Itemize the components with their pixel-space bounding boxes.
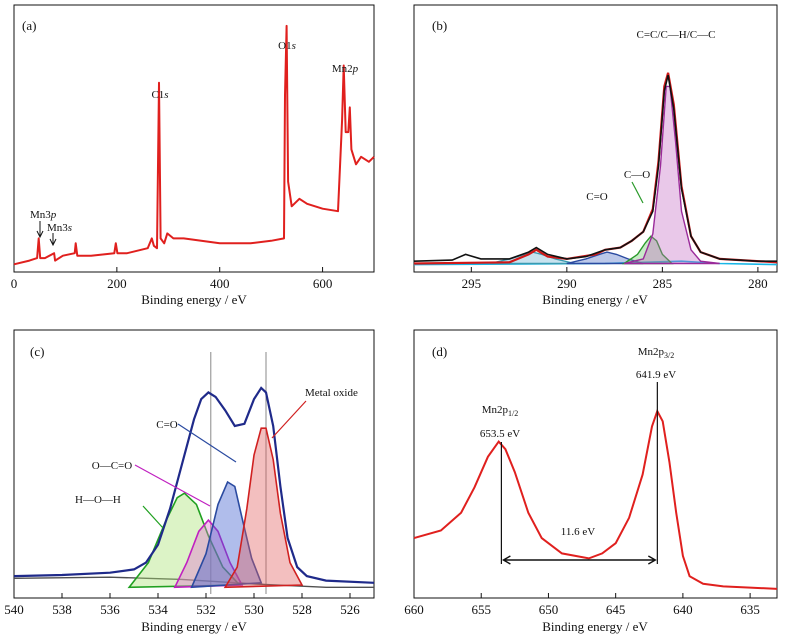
panel-b-component-4 (566, 251, 644, 265)
panel-c-label: (c) (30, 344, 44, 359)
panel-d-frame (413, 329, 778, 599)
co-label: C—O (624, 169, 650, 181)
panel-c-peak-labels: Metal oxide C=O O—C=O H—O—H (75, 387, 358, 529)
panel-c-x-tick-label-5: 530 (244, 602, 264, 617)
splitting-double-arrow (501, 555, 657, 565)
mn2p-half-value: 653.5 eV (480, 428, 520, 440)
panel-d-x-tick-label-4: 640 (673, 602, 693, 617)
panel-d-x-axis-label: Binding energy / eV (542, 619, 648, 634)
splitting-label: 11.6 eV (561, 526, 595, 538)
panel-a-x-axis-label: Binding energy / eV (141, 292, 247, 307)
panel-a: (a) 0 200 400 600 Binding energy / eV Mn3p … (11, 4, 375, 307)
mn2p-label: Mn2p (332, 63, 359, 75)
panel-a-x-tick-label-3: 600 (313, 276, 333, 291)
panel-c-x-tick-label-1: 538 (52, 602, 72, 617)
panel-c-o1s-fit (13, 352, 375, 594)
panel-a-peak-labels: Mn3p Mn3s C1s O1s Mn2p (30, 40, 359, 247)
h-o-h-label: H—O—H (75, 494, 121, 506)
panel-c-component-1 (223, 427, 304, 589)
panel-c-x-tick-label-3: 534 (148, 602, 168, 617)
mn3s-label: Mn3s (47, 222, 72, 234)
panel-d-x-tick-label-5: 635 (740, 602, 760, 617)
panel-a-survey-spectrum (13, 24, 375, 266)
panel-b-peak-labels: C=C/C—H/C—C C—O C=O (586, 29, 716, 204)
metal-oxide-label: Metal oxide (305, 387, 358, 399)
panel-d-mn2p-spectrum (413, 408, 778, 590)
panel-b-x-tick-label-0: 295 (462, 276, 482, 291)
panel-c-x-ticks: 540 538 536 534 532 530 528 526 (4, 593, 360, 617)
panel-b: (b) 295 290 285 280 Binding energy / eV C=C… (413, 4, 778, 307)
o-c-o-label: O—C=O (92, 460, 132, 472)
panel-b-component-2 (624, 85, 720, 265)
panel-b-measured-line (413, 74, 777, 262)
panel-d-x-tick-label-0: 660 (404, 602, 424, 617)
panel-c-x-tick-label-6: 528 (292, 602, 312, 617)
panel-b-component-3 (621, 235, 674, 265)
panel-b-x-tick-label-3: 280 (748, 276, 768, 291)
panel-c-x-tick-label-4: 532 (196, 602, 216, 617)
panel-c-x-tick-label-0: 540 (4, 602, 24, 617)
mn2p-three-halves-label: Mn2p3/2 (638, 346, 675, 360)
panel-b-x-ticks: 295 290 285 280 (462, 267, 768, 291)
splitting-markers (500, 382, 658, 565)
panel-a-x-tick-label-2: 400 (210, 276, 230, 291)
panel-a-frame (13, 4, 375, 273)
cc-label: C=C/C—H/C—C (637, 29, 716, 41)
panel-b-frame (413, 4, 778, 273)
mn3p-arrow (36, 221, 44, 239)
panel-b-c1s-fit (413, 72, 778, 266)
panel-d: (d) 660 655 650 645 640 635 Binding energy / … (404, 329, 778, 634)
panel-c-component-2 (190, 480, 263, 589)
panel-d-spectrum-line (413, 408, 778, 590)
panel-d-label: (d) (432, 344, 447, 359)
h-o-h-leader-line (142, 505, 164, 529)
c-double-o-leader-line (177, 423, 237, 463)
panel-a-x-ticks: 0 200 400 600 (11, 267, 333, 291)
mn2p-three-halves-value: 641.9 eV (636, 369, 676, 381)
panel-a-x-tick-label-0: 0 (11, 276, 18, 291)
panel-c-frame (13, 329, 375, 599)
panel-a-label: (a) (22, 18, 36, 33)
o1s-label: O1s (278, 40, 296, 52)
panel-c-x-tick-label-7: 526 (340, 602, 360, 617)
panel-d-x-ticks: 660 655 650 645 640 635 (404, 593, 760, 617)
panel-c-x-axis-label: Binding energy / eV (141, 619, 247, 634)
mn3s-arrow (49, 233, 57, 247)
panel-b-envelope-line (413, 72, 778, 265)
mn2p-half-label: Mn2p1/2 (482, 404, 519, 418)
panel-d-x-tick-label-1: 655 (471, 602, 491, 617)
panel-b-label: (b) (432, 18, 447, 33)
panel-c-measured-line (13, 386, 375, 584)
c1s-label: C1s (151, 89, 168, 101)
panel-c-x-tick-label-2: 536 (100, 602, 120, 617)
c-double-o-label-c: C=O (156, 419, 178, 431)
panel-a-x-tick-label-1: 200 (107, 276, 127, 291)
panel-d-x-tick-label-3: 645 (606, 602, 626, 617)
co-leader-line (631, 181, 644, 204)
panel-c: (c) 540 538 536 534 532 530 528 526 Binding ene… (4, 329, 375, 634)
c-double-o-label: C=O (586, 191, 608, 203)
panel-d-x-tick-label-2: 650 (539, 602, 559, 617)
mn3p-label: Mn3p (30, 209, 57, 221)
panel-d-annotations: Mn2p1/2 653.5 eV Mn2p3/2 641.9 eV 11.6 e… (480, 346, 676, 565)
panel-c-background-line (13, 576, 374, 588)
panel-b-x-tick-label-1: 290 (557, 276, 577, 291)
panel-b-x-axis-label: Binding energy / eV (542, 292, 648, 307)
o-c-o-leader-line (134, 464, 211, 507)
panel-b-x-tick-label-2: 285 (653, 276, 673, 291)
metal-oxide-leader-line (271, 400, 307, 439)
